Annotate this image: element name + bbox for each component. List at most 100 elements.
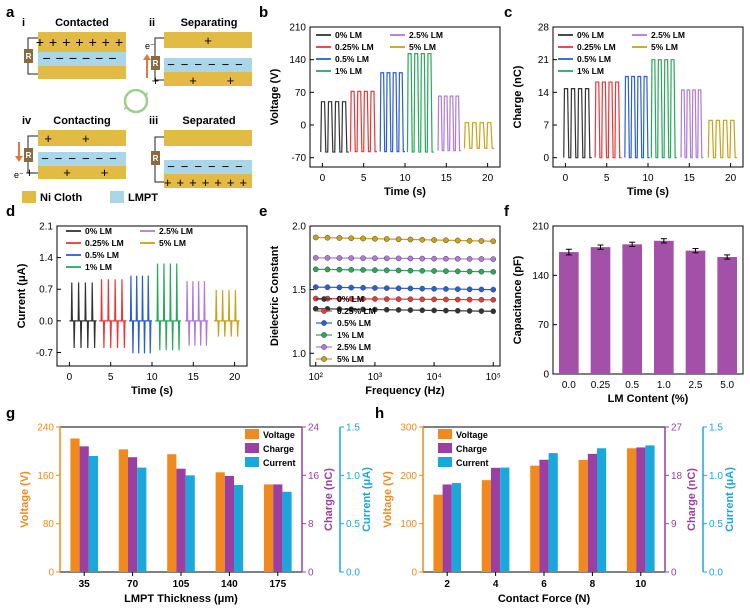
chart-e-point [466,256,473,262]
chart-f-bar [622,244,642,374]
step-i-resistor-label: R [26,52,32,61]
h-axis-2-tick-label: 1.5 [709,423,723,434]
b-legend-label: 5% LM [409,42,436,52]
panel-label-b: b [259,4,268,21]
d-legend-label: 0% LM [85,226,112,236]
chart-h: 0 100 200 300 Voltage (V) 0 9 18 27 Charge (nC) 0.… [382,423,736,606]
e-x-tick-label: 10⁴ [426,372,441,383]
chart-g-bar-current [137,467,147,572]
chart-b-series-3 [406,53,434,153]
g-axis-1-tick-label: 16 [308,471,320,482]
c-x-tick-label: 10 [642,173,654,184]
chart-c-series-1 [594,81,622,159]
panel-label-h: h [375,405,384,422]
c-y-tick-label: 7 [543,121,549,132]
d-legend-label: 1% LM [85,262,112,272]
chart-e-point [324,284,331,291]
chart-e-point [478,286,485,293]
step-iii-bottom-cloth [164,174,252,188]
panel-label-d: d [6,203,15,220]
chart-e-point [443,286,449,292]
chart-e-point [360,296,366,302]
chart-e-point [454,286,461,292]
h-x-tick-label: 6 [541,579,547,590]
step-i-lmpt [38,52,126,66]
step-ii-number: ii [149,17,155,29]
step-iii-minus: −−−−−− [167,159,249,174]
chart-f-bar [590,247,611,374]
h-axis-0-tick-label: 200 [400,471,417,482]
g-axis-1-label: Charge (nC) [323,468,335,531]
h-x-tick-label: 4 [493,579,499,590]
c-x-tick-label: 5 [604,173,610,184]
chart-e-point [443,307,449,314]
g-x-tick-label: 105 [173,579,190,590]
b-y-tick-label: 0 [300,121,306,132]
f-y-tick-label: 140 [532,271,549,282]
chart-g-bar-voltage [70,438,80,572]
chart-e-point [454,237,461,244]
h-x-tick-label: 10 [635,579,647,590]
chart-e-point [324,266,331,273]
f-x-tick-label: 5.0 [720,380,734,391]
c-y-tick-label: 14 [538,88,550,99]
chart-e-point [443,237,449,244]
panel-label-e: e [259,203,267,220]
chart-e-point [336,255,343,261]
h-legend-swatch [438,429,452,439]
chart-g-bar-charge [273,484,283,572]
step-ii-top-cloth [164,32,252,48]
step-iii-resistor-label: R [153,154,159,163]
step-ii-minus: −−−−−− [167,57,249,72]
h-axis-2-tick-label: 0.0 [709,568,723,579]
e-x-tick-label: 10² [309,372,324,383]
chart-e-point [395,307,402,313]
f-plot-frame [552,225,744,375]
panel-label-c: c [504,4,512,21]
chart-e-point [312,234,319,241]
chart-g-bar-current [88,456,98,572]
chart-e-point [324,234,331,241]
f-x-tick-label: 0.5 [625,380,639,391]
chart-e-point [407,296,414,303]
panel-label-f: f [504,203,510,220]
chart-b-series-5 [463,122,495,149]
chart-c-series-5 [707,119,738,159]
chart-e-point [443,296,449,303]
chart-e-point [348,284,355,291]
chart-f: 0.0 0.25 0.5 1.0 2.5 5.0 LM Content (%) 0 70 140 2… [512,222,744,405]
step-i-resistor [24,49,33,63]
chart-e-point [419,255,426,262]
step-iv-resistor-label: R [26,151,32,160]
b-x-tick-label: 15 [441,173,453,184]
chart-h-bar-current [645,445,655,572]
chart-d: 0 5 10 15 20 Time (s) -0.7 0.0 0.7 1.4 2.1 Current … [16,222,248,397]
chart-e-point [395,296,402,302]
chart-h-bar-charge [636,447,646,572]
g-axis-0-tick-label: 80 [43,519,55,530]
g-axis-2-tick-label: 1.5 [346,423,360,434]
chart-h-bar-voltage [481,480,492,572]
chart-e-point [419,267,426,274]
h-axis-1-label: Charge (nC) [686,468,698,531]
h-axis-1-tick-label: 18 [671,471,683,482]
g-axis-2-label: Current (μA) [361,467,373,532]
d-x-tick-label: 0 [67,372,73,383]
chart-g-bar-current [282,491,292,572]
e-legend-label: 0.25% LM [337,306,376,316]
f-x-tick-label: 2.5 [689,380,703,391]
e-legend-label: 0.5% LM [337,318,371,328]
g-legend-label: Charge [263,444,294,454]
g-axis-1-tick-label: 8 [308,519,314,530]
d-legend-label: 2.5% LM [159,226,193,236]
h-axis-2-tick-label: 0.5 [709,519,723,530]
d-legend-label: 5% LM [159,238,186,248]
chart-e-point [490,238,497,245]
chart-e-point [336,306,343,312]
c-y-tick-label: 28 [538,23,550,34]
g-axis-2-tick-label: 0.0 [346,568,360,579]
h-x-tick-label: 2 [444,579,450,590]
chart-e-point [372,255,378,262]
h-axis-0-tick-label: 300 [400,423,417,434]
